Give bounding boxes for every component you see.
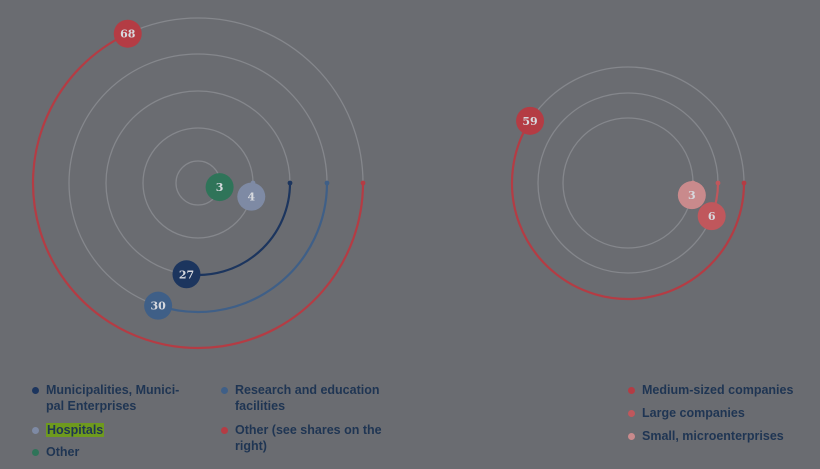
legend-dot — [32, 427, 39, 434]
legend-item-large: Large companies — [626, 405, 816, 421]
chart-0-value-circle — [172, 260, 201, 289]
legend-item-hospitals: Hospitals — [30, 422, 190, 438]
chart-1-value-label: 6 — [708, 210, 716, 223]
legend-label: Large companies — [642, 406, 745, 420]
legend-left-col2: Research and education facilities Other … — [219, 382, 384, 454]
legend-label: Other — [46, 445, 80, 459]
legend-left-col1: Municipalities, Munici- pal Enterprises … — [30, 382, 190, 460]
chart-1-value-circle — [697, 202, 726, 231]
legend-dot — [32, 387, 39, 394]
legend-dot — [221, 427, 228, 434]
legend-dot — [32, 449, 39, 456]
legend-dot — [628, 410, 635, 417]
chart-0-value-label: 68 — [120, 28, 136, 41]
chart-0-arc-start-dot — [360, 180, 366, 186]
legend-item-municipalities: Municipalities, Munici- pal Enterprises — [30, 382, 190, 416]
chart-1-value-label: 59 — [522, 115, 537, 128]
chart-0-arc — [31, 32, 365, 350]
chart-0-arc-start-dot — [287, 180, 293, 186]
legend-label: Hospitals — [46, 423, 105, 437]
legend-item-other-red: Other (see shares on the right) — [219, 422, 384, 454]
legend-dot — [221, 387, 228, 394]
chart-1-ring — [511, 66, 745, 300]
chart-1-value-circle — [516, 106, 545, 135]
legend-dot — [628, 387, 635, 394]
chart-0-value-label: 4 — [247, 191, 255, 204]
legend-label: Research and education facilities — [235, 383, 380, 413]
chart-0-value-label: 3 — [216, 181, 224, 194]
legend-label: Municipalities, Munici- pal Enterprises — [46, 383, 180, 413]
legend-item-research: Research and education facilities — [219, 382, 384, 416]
chart-0-value-circle — [144, 291, 173, 320]
chart-1-arc-start-dot — [741, 180, 747, 186]
chart-0-arc — [185, 181, 292, 277]
chart-1-value-label: 3 — [688, 189, 696, 202]
legend-dot — [628, 433, 635, 440]
legend-label: Medium-sized companies — [642, 383, 794, 397]
legend-item-other: Other — [30, 444, 190, 460]
chart-0-value-circle — [205, 173, 234, 202]
chart-0-value-circle — [113, 19, 142, 48]
chart-1-ring — [562, 117, 694, 249]
chart-0-value-label: 27 — [179, 268, 194, 281]
legend-right: Medium-sized companies Large companies S… — [626, 382, 816, 444]
chart-1-arc — [510, 119, 746, 301]
chart-1-arc-start-dot — [715, 180, 721, 186]
legend-item-small: Small, microenterprises — [626, 428, 816, 444]
chart-0-ring — [32, 17, 364, 349]
legend-label: Other (see shares on the right) — [235, 423, 382, 453]
chart-0-value-label: 30 — [150, 300, 166, 313]
chart-1-value-circle — [677, 181, 706, 210]
chart-0-arc — [157, 181, 329, 314]
chart-0-arc-start-dot — [324, 180, 330, 186]
chart-0-value-circle — [237, 182, 266, 211]
legend-label: Small, microenterprises — [642, 429, 784, 443]
legend-item-medium: Medium-sized companies — [626, 382, 816, 398]
chart-0-ring — [142, 127, 254, 239]
